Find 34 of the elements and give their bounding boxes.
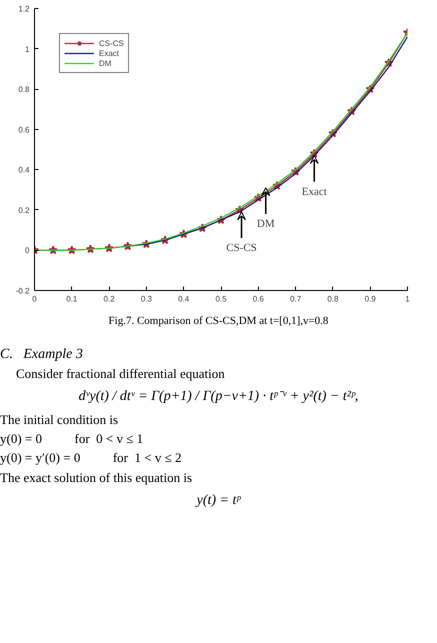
text: y(t) = tᵖ (194, 492, 242, 510)
annotation: Exact (302, 186, 327, 198)
y-tick-label: 0.4 (18, 166, 30, 175)
x-tick-label: 0.3 (140, 294, 153, 304)
annotation: DM (256, 218, 275, 230)
x-tick-label: 1 (405, 294, 410, 304)
y-tick-label: 0.8 (18, 85, 30, 94)
text: The exact solution of this equation is (0, 468, 194, 487)
text: dᵛy(t) / dtᵛ = Γ(p+1) / Γ(p−v+1) · tᵖ⁻ᵛ + y²(t) − t²ᵖ, (78, 388, 360, 406)
caption: Fig.7. Comparison of CS-CS,DM at t=[0,1],v=0.8 (108, 314, 330, 329)
y-tick-label: 1 (25, 44, 30, 54)
x-tick-label: 0.7 (290, 294, 302, 304)
y-tick-label: 0.6 (18, 125, 30, 134)
annotation: CS-CS (226, 242, 257, 254)
legend-label: CS-CS (99, 38, 124, 48)
x-tick-label: 0.2 (104, 294, 116, 304)
y-tick-label: -0.2 (16, 286, 30, 296)
legend-label: DM (99, 58, 112, 68)
x-tick-label: 0.8 (327, 294, 340, 304)
text: y(0) = y′(0) = 0 for 1 < v ≤ 2 (0, 449, 182, 468)
y-tick-label: 1.2 (18, 4, 30, 14)
x-tick-label: 0.6 (252, 294, 264, 304)
text: Consider fractional differential equation (15, 365, 226, 383)
x-tick-label: 0.5 (215, 294, 228, 304)
text: C. Example 3 (0, 346, 84, 364)
legend-label: Exact (99, 48, 120, 58)
x-tick-label: 0.1 (66, 294, 78, 304)
text: y(0) = 0 for 0 < v ≤ 1 (0, 430, 144, 448)
y-tick-label: 0 (25, 246, 30, 256)
x-tick-label: 0.4 (178, 294, 190, 304)
x-tick-label: 0.9 (364, 294, 376, 304)
text: The initial condition is (0, 411, 120, 430)
y-tick-label: 0.2 (18, 206, 30, 215)
x-tick-label: 0 (32, 294, 38, 304)
